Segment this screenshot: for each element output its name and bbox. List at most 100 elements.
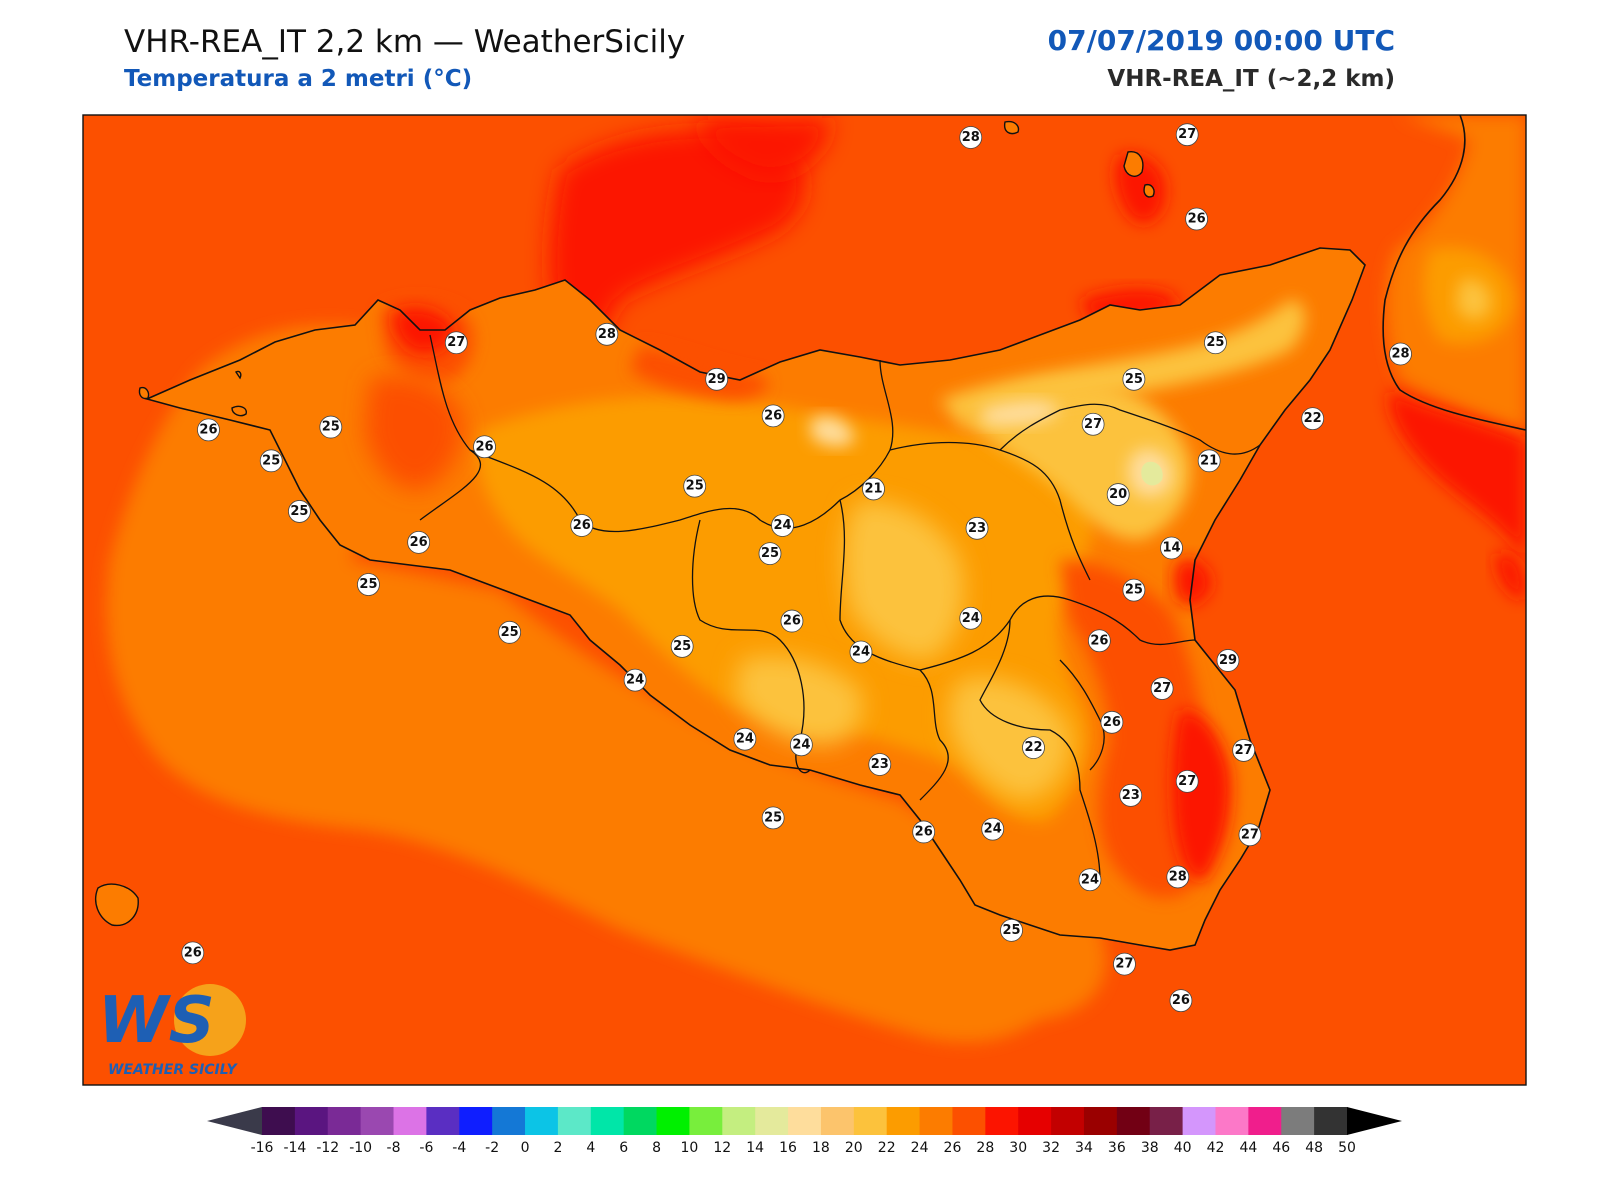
- colorbar-cell: [426, 1107, 460, 1135]
- station-value: 25: [501, 625, 519, 640]
- station-label: 26: [407, 530, 431, 554]
- station-marker: [683, 474, 707, 498]
- station-value: 27: [1235, 743, 1253, 758]
- colorbar-cell: [919, 1107, 954, 1135]
- station-value: 25: [1125, 583, 1143, 598]
- station-marker: [1232, 739, 1256, 762]
- station-label: 25: [761, 806, 785, 830]
- map-title: VHR-REA_IT 2,2 km — WeatherSicily: [124, 24, 686, 60]
- colorbar-tick-label: 50: [1338, 1140, 1356, 1156]
- station-value: 28: [598, 327, 616, 342]
- colorbar-tick-label: -10: [349, 1140, 372, 1156]
- colorbar-tick-label: 10: [681, 1140, 699, 1156]
- station-marker: [1169, 989, 1193, 1013]
- station-label: 26: [473, 435, 496, 459]
- colorbar-tick-label: 38: [1141, 1140, 1159, 1156]
- colorbar-tick-label: 36: [1108, 1140, 1126, 1156]
- station-marker: [1150, 677, 1174, 700]
- station-value: 25: [673, 639, 691, 654]
- colorbar-under-arrow: [207, 1107, 262, 1135]
- model-label: VHR-REA_IT (~2,2 km): [1107, 66, 1395, 92]
- station-label: 26: [761, 404, 785, 428]
- station-label: 14: [1160, 536, 1183, 560]
- station-label: 29: [705, 367, 729, 391]
- colorbar-cell: [492, 1107, 526, 1135]
- colorbar-tick-label: 16: [779, 1140, 797, 1156]
- station-label: 27: [444, 331, 468, 355]
- station-label: 24: [733, 727, 757, 751]
- inland-24-zone: [477, 396, 1094, 822]
- station-value: 26: [1188, 212, 1206, 227]
- station-value: 21: [864, 481, 882, 496]
- station-marker: [259, 449, 283, 473]
- station-value: 23: [871, 757, 889, 772]
- colorbar-tick-label: 40: [1174, 1140, 1192, 1156]
- station-value: 20: [1109, 487, 1127, 502]
- station-value: 22: [1304, 411, 1322, 426]
- station-value: 25: [686, 479, 704, 494]
- station-label: 26: [1169, 989, 1193, 1013]
- station-value: 26: [764, 408, 782, 423]
- station-marker: [407, 530, 431, 554]
- station-marker: [780, 609, 804, 633]
- station-label: 27: [1081, 412, 1105, 436]
- station-marker: [1216, 649, 1240, 672]
- station-value: 23: [968, 521, 986, 536]
- station-value: 26: [1172, 993, 1190, 1008]
- calabria-coastline: [1382, 115, 1526, 431]
- colorbar-cell: [525, 1107, 559, 1135]
- station-label: 28: [595, 322, 619, 346]
- station-value: 24: [852, 645, 870, 660]
- station-marker: [1175, 123, 1199, 147]
- colorbar-cell: [886, 1107, 921, 1135]
- station-marker: [959, 606, 983, 630]
- colorbar-cell: [360, 1107, 395, 1135]
- station-label: 25: [670, 634, 694, 658]
- station-marker: [1122, 367, 1146, 391]
- station-value: 26: [573, 518, 591, 533]
- station-label: 24: [789, 733, 813, 757]
- station-label: 25: [1204, 331, 1227, 355]
- station-label: 25: [319, 415, 343, 439]
- station-label: 28: [959, 126, 983, 149]
- station-marker: [761, 806, 785, 830]
- station-label: 26: [1087, 629, 1111, 653]
- station-label: 26: [1185, 207, 1209, 231]
- colorbar-cell: [755, 1107, 789, 1135]
- colorbar-tick-label: -12: [316, 1140, 339, 1156]
- station-marker: [1389, 342, 1412, 366]
- station-label: 26: [197, 418, 220, 442]
- colorbar-tick-label: 12: [713, 1140, 731, 1156]
- station-marker: [1301, 407, 1325, 431]
- station-value: 24: [626, 673, 644, 688]
- colorbar-cell: [327, 1107, 362, 1135]
- station-value: 26: [1103, 715, 1121, 730]
- station-value: 25: [761, 546, 779, 561]
- station-label: 28: [1389, 342, 1412, 366]
- colorbar-cell: [820, 1107, 855, 1135]
- station-marker: [1113, 952, 1136, 976]
- colorbar-cell: [689, 1107, 723, 1135]
- colorbar-cell: [952, 1107, 986, 1135]
- station-marker: [912, 820, 936, 844]
- station-marker: [771, 514, 794, 537]
- colorbar-cell: [722, 1107, 756, 1135]
- sicily-coastline: [144, 247, 1366, 951]
- colorbar-cell: [1314, 1107, 1348, 1135]
- station-value: 27: [1153, 681, 1171, 696]
- station-value: 26: [783, 614, 801, 629]
- station-marker: [1078, 868, 1102, 892]
- station-label: 21: [1197, 449, 1221, 473]
- station-label: 25: [1000, 918, 1023, 942]
- station-value: 26: [410, 535, 428, 550]
- colorbar-tick-label: -16: [251, 1140, 274, 1156]
- station-label: 24: [771, 514, 794, 537]
- pantelleria-island: [94, 883, 139, 927]
- colorbar-ticks: -16 -14 -12 -10 -8 -6 -4 -2 0 2 4 6 8 10 12 14 16 18 20 22 2…: [251, 1140, 1356, 1156]
- station-marker: [570, 514, 594, 537]
- colorbar-cell: [1018, 1107, 1052, 1135]
- station-label: 26: [780, 609, 804, 633]
- station-marker: [965, 516, 989, 540]
- station-label: 20: [1106, 483, 1130, 506]
- station-label: 26: [181, 941, 205, 965]
